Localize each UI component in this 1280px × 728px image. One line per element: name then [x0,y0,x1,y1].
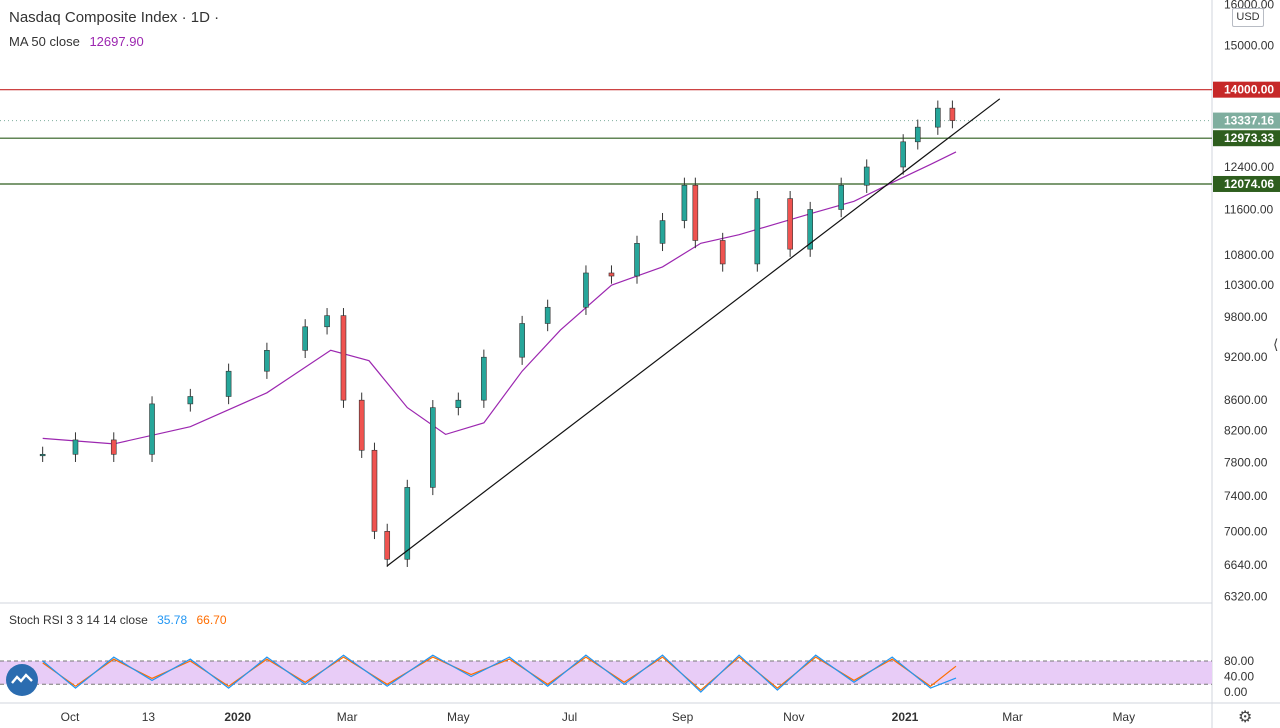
candle-body [72,439,79,455]
price-tick-label: 7400.00 [1224,489,1268,503]
candle-body [838,184,844,210]
candle-body [110,439,117,455]
ma-label: MA 50 close [9,34,80,49]
candle-body [949,107,956,121]
chart-title: Nasdaq Composite Index · 1D · [9,9,219,26]
time-axis: Oct 13 2020 Mar May Jul Sep Nov 2021 Mar May [61,710,1135,724]
candle-body [371,449,378,532]
time-tick-label: May [447,710,470,724]
price-tick-label: 7800.00 [1224,455,1268,469]
candle-body [754,198,761,265]
ma-50-line [42,151,957,445]
stoch-k-value: 35.78 [157,613,188,627]
price-tick-label: 6320.00 [1224,589,1268,603]
candle-body [583,272,589,308]
candle-body [404,487,411,560]
ma-layer [42,151,957,445]
tradingview-logo-icon[interactable] [6,664,38,696]
price-level-badge [1213,175,1280,192]
candle-body [149,403,155,455]
ma-legend[interactable]: MA 50 close 12697.90 [9,34,144,49]
candle-body [787,198,793,250]
stoch-k-line [42,654,957,693]
panel-resize-handle-icon[interactable]: ⟨ [1273,336,1279,352]
ma-value: 12697.90 [89,34,144,49]
time-tick-label: 13 [142,710,156,724]
price-tick-label: 8200.00 [1224,424,1268,438]
time-tick-label: Nov [783,710,804,724]
currency-badge[interactable]: USD [1232,8,1264,27]
candle-body [340,315,347,401]
candle-body [544,306,551,324]
stoch-legend[interactable]: Stoch RSI 3 3 14 14 close 35.78 66.70 [9,613,227,627]
candle-body [187,396,194,405]
candle-body [264,350,270,372]
price-levels[interactable]: 14000.00 13337.16 12973.33 12074.06 [0,81,1280,192]
candle-body [302,326,308,351]
price-tick-label: 16000.00 [1224,0,1274,12]
price-tick-label: 11600.00 [1224,202,1273,216]
price-level-label: 12973.33 [1224,131,1274,145]
symbol-title: Nasdaq Composite Index · 1D · [9,9,220,26]
time-tick-label: 2020 [224,710,251,724]
candle-body [681,184,688,221]
candle-body [692,184,699,241]
price-tick-label: 6640.00 [1224,558,1268,572]
candle-series [39,100,956,567]
candle-body [384,531,391,560]
price-tick-label: 10300.00 [1224,278,1274,292]
candle-body [225,370,232,397]
candle-body [608,272,615,277]
price-level-badge [1213,112,1280,129]
candle-body [634,243,640,277]
stoch-tick-label: 0.00 [1224,685,1248,699]
price-level-badge [1213,130,1280,147]
price-tick-label: 10800.00 [1224,248,1274,262]
time-tick-label: Jul [562,710,577,724]
price-level-label: 14000.00 [1224,83,1274,97]
stoch-rsi-lines [42,654,957,693]
time-tick-label: Sep [672,710,694,724]
candle-body [659,220,666,244]
price-tick-label: 12400.00 [1224,160,1274,174]
candle-body [914,126,921,143]
price-tick-label: 7000.00 [1224,524,1268,538]
candle-body [455,399,462,408]
stoch-tick-label: 40.00 [1224,670,1254,684]
price-tick-label: 15000.00 [1224,39,1274,53]
stoch-d-value: 66.70 [196,613,227,627]
price-axis: 16000.00 15000.00 12400.00 11600.00 10800.00… [1224,0,1274,603]
stoch-tick-label: 80.00 [1224,654,1254,668]
candle-body [324,315,330,328]
trendline[interactable] [386,98,1001,567]
candle-body [481,356,487,401]
price-level-label: 13337.16 [1224,114,1274,128]
candle-body [807,209,813,250]
time-tick-label: 2021 [892,710,919,724]
price-level-label: 12074.06 [1224,177,1274,191]
candle-body [39,453,46,457]
time-tick-label: Mar [337,710,358,724]
stoch-d-line [42,656,957,691]
time-tick-label: Oct [61,710,80,724]
price-tick-label: 9800.00 [1224,310,1268,324]
candle-body [863,166,870,186]
candle-body [358,399,365,451]
price-tick-label: 8600.00 [1224,393,1268,407]
stoch-rsi-band [0,661,1212,685]
time-tick-label: May [1112,710,1135,724]
candle-body [719,240,726,265]
candle-body [430,407,436,488]
candle-body [900,141,906,168]
stoch-axis: 80.00 40.000.00 [1224,654,1254,699]
gear-icon[interactable]: ⚙ [1238,709,1253,726]
stoch-label: Stoch RSI 3 3 14 14 close [9,613,148,627]
price-level-badge [1213,81,1280,98]
candle-body [935,107,941,128]
price-tick-label: 9200.00 [1224,350,1268,364]
candle-body [519,323,525,358]
time-tick-label: Mar [1002,710,1023,724]
